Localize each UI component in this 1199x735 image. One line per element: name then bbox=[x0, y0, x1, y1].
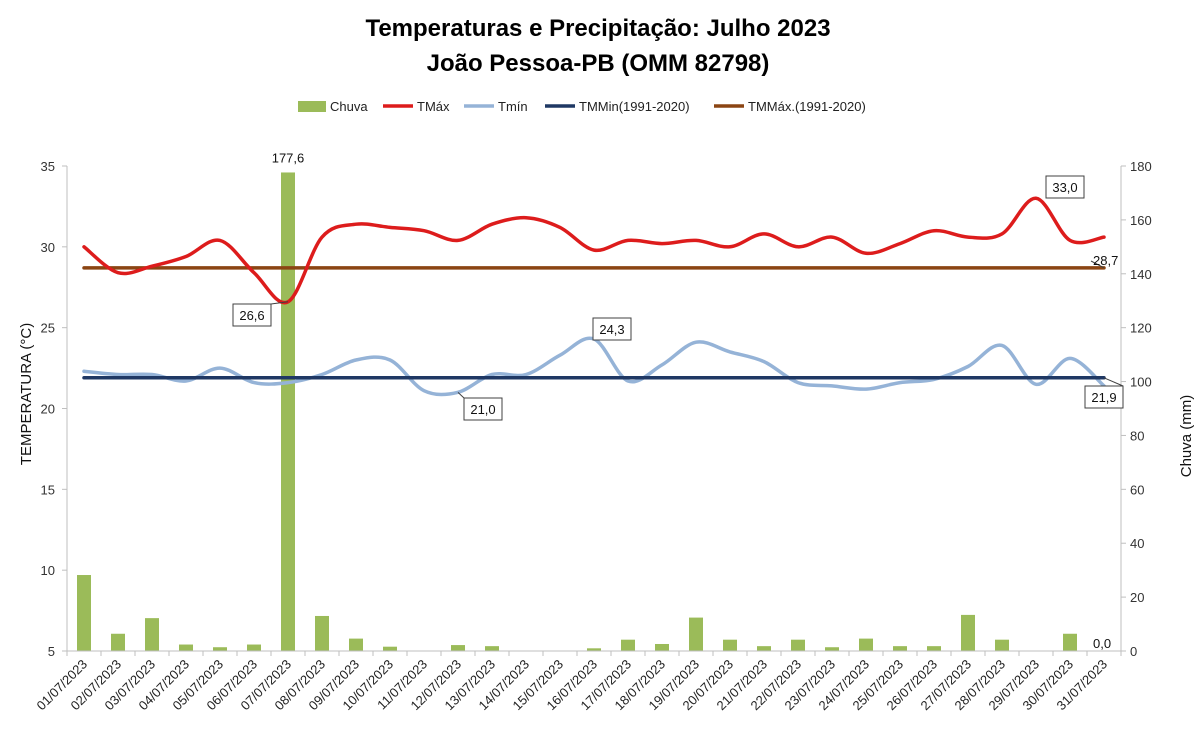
label-box bbox=[232, 303, 272, 327]
y-right-tick-label: 60 bbox=[1130, 482, 1144, 497]
y-axis-left-label: TEMPERATURA (°C) bbox=[18, 323, 35, 465]
leader-line bbox=[1103, 377, 1124, 387]
rain-bar bbox=[587, 648, 601, 651]
rain-bar bbox=[485, 646, 499, 651]
label-text: 26,6 bbox=[239, 308, 264, 323]
rain-bar bbox=[995, 639, 1009, 651]
y-right-tick-label: 180 bbox=[1130, 159, 1152, 174]
label-box bbox=[592, 317, 632, 341]
rain-bar bbox=[451, 645, 465, 651]
label-text: 177,6 bbox=[272, 150, 305, 165]
rain-bar bbox=[213, 647, 227, 651]
y-right-tick-label: 140 bbox=[1130, 267, 1152, 282]
label-box bbox=[463, 397, 503, 421]
data-label: 26,6 bbox=[232, 301, 289, 327]
y-right-tick-label: 120 bbox=[1130, 321, 1152, 336]
rain-bar bbox=[1063, 633, 1077, 651]
label-text: 33,0 bbox=[1052, 180, 1077, 195]
rain-bars bbox=[77, 172, 1077, 651]
legend-label: Chuva bbox=[330, 99, 368, 114]
rain-bar bbox=[961, 614, 975, 651]
rain-bar bbox=[757, 646, 771, 651]
data-label: 33,0 bbox=[1045, 175, 1085, 199]
rain-bar bbox=[927, 646, 941, 651]
y-left-tick-label: 35 bbox=[41, 159, 55, 174]
rain-bar bbox=[145, 618, 159, 651]
rain-bar bbox=[689, 617, 703, 651]
data-label: 21,0 bbox=[457, 391, 503, 421]
chart-title: Temperaturas e Precipitação: Julho 2023 bbox=[365, 15, 830, 42]
y-left-tick-label: 10 bbox=[41, 563, 55, 578]
rain-bar bbox=[893, 646, 907, 651]
legend-item-tmmax-1991-2020: TMMáx.(1991-2020) bbox=[714, 99, 866, 114]
rain-bar bbox=[723, 639, 737, 651]
rain-bar bbox=[281, 172, 295, 651]
leader-line bbox=[1090, 260, 1105, 269]
legend-label: Tmín bbox=[498, 99, 528, 114]
y-right-tick-label: 40 bbox=[1130, 536, 1144, 551]
y-right-tick-label: 100 bbox=[1130, 375, 1152, 390]
label-text: 21,9 bbox=[1091, 390, 1116, 405]
y-right-tick-label: 20 bbox=[1130, 590, 1144, 605]
axes: 510152025303502040608010012014016018001/… bbox=[33, 159, 1151, 713]
label-text: 24,3 bbox=[599, 322, 624, 337]
series-line-tmin bbox=[82, 336, 1106, 397]
rain-bar bbox=[655, 643, 669, 651]
legend: Chuva TMáx Tmín TMMin(1991-2020) TMMáx.(1991… bbox=[298, 99, 866, 114]
y-left-tick-label: 15 bbox=[41, 482, 55, 497]
legend-label: TMáx bbox=[417, 99, 450, 114]
rain-bar bbox=[77, 575, 91, 651]
rain-bar bbox=[247, 644, 261, 651]
y-left-tick-label: 25 bbox=[41, 321, 55, 336]
y-left-tick-label: 20 bbox=[41, 402, 55, 417]
label-text: 28,7 bbox=[1093, 253, 1118, 268]
legend-item-tmmin-1991-2020: TMMin(1991-2020) bbox=[545, 99, 690, 114]
leader-line bbox=[270, 301, 289, 305]
rain-bar bbox=[315, 615, 329, 651]
legend-item-chuva: Chuva bbox=[298, 99, 368, 114]
rain-bar bbox=[383, 646, 397, 651]
rain-bar bbox=[179, 644, 193, 651]
chart-subtitle: João Pessoa-PB (OMM 82798) bbox=[427, 50, 770, 77]
label-text: 0,0 bbox=[1093, 636, 1111, 651]
label-text: 21,0 bbox=[470, 402, 495, 417]
label-box bbox=[1045, 175, 1085, 199]
y-right-tick-label: 0 bbox=[1130, 644, 1137, 659]
rain-bar bbox=[825, 647, 839, 651]
legend-item-tmax: TMáx bbox=[383, 99, 450, 114]
rain-bar bbox=[791, 639, 805, 651]
rain-bar bbox=[111, 633, 125, 651]
y-right-tick-label: 80 bbox=[1130, 428, 1144, 443]
temperature-lines bbox=[82, 196, 1106, 397]
y-left-tick-label: 5 bbox=[48, 644, 55, 659]
legend-label: TMMin(1991-2020) bbox=[579, 99, 690, 114]
legend-swatch bbox=[298, 101, 326, 112]
data-label: 24,3 bbox=[592, 317, 632, 341]
legend-label: TMMáx.(1991-2020) bbox=[748, 99, 866, 114]
label-box bbox=[1084, 385, 1124, 409]
data-label: 28,7 bbox=[1090, 253, 1118, 269]
data-label: 21,9 bbox=[1084, 377, 1124, 409]
y-left-tick-label: 30 bbox=[41, 240, 55, 255]
series-line-tmax bbox=[82, 196, 1106, 305]
rain-bar bbox=[859, 638, 873, 651]
data-label: 0,0 bbox=[1093, 636, 1111, 651]
data-labels: 177,6 26,6 33,0 24,3 21,0 28,7 21,9 0,0 bbox=[232, 150, 1124, 651]
legend-item-tmin: Tmín bbox=[464, 99, 528, 114]
y-right-tick-label: 160 bbox=[1130, 213, 1152, 228]
data-label: 177,6 bbox=[272, 150, 305, 165]
leader-line bbox=[457, 391, 465, 399]
y-axis-right-label: Chuva (mm) bbox=[1178, 395, 1195, 478]
rain-bar bbox=[349, 638, 363, 651]
rain-bar bbox=[621, 639, 635, 651]
